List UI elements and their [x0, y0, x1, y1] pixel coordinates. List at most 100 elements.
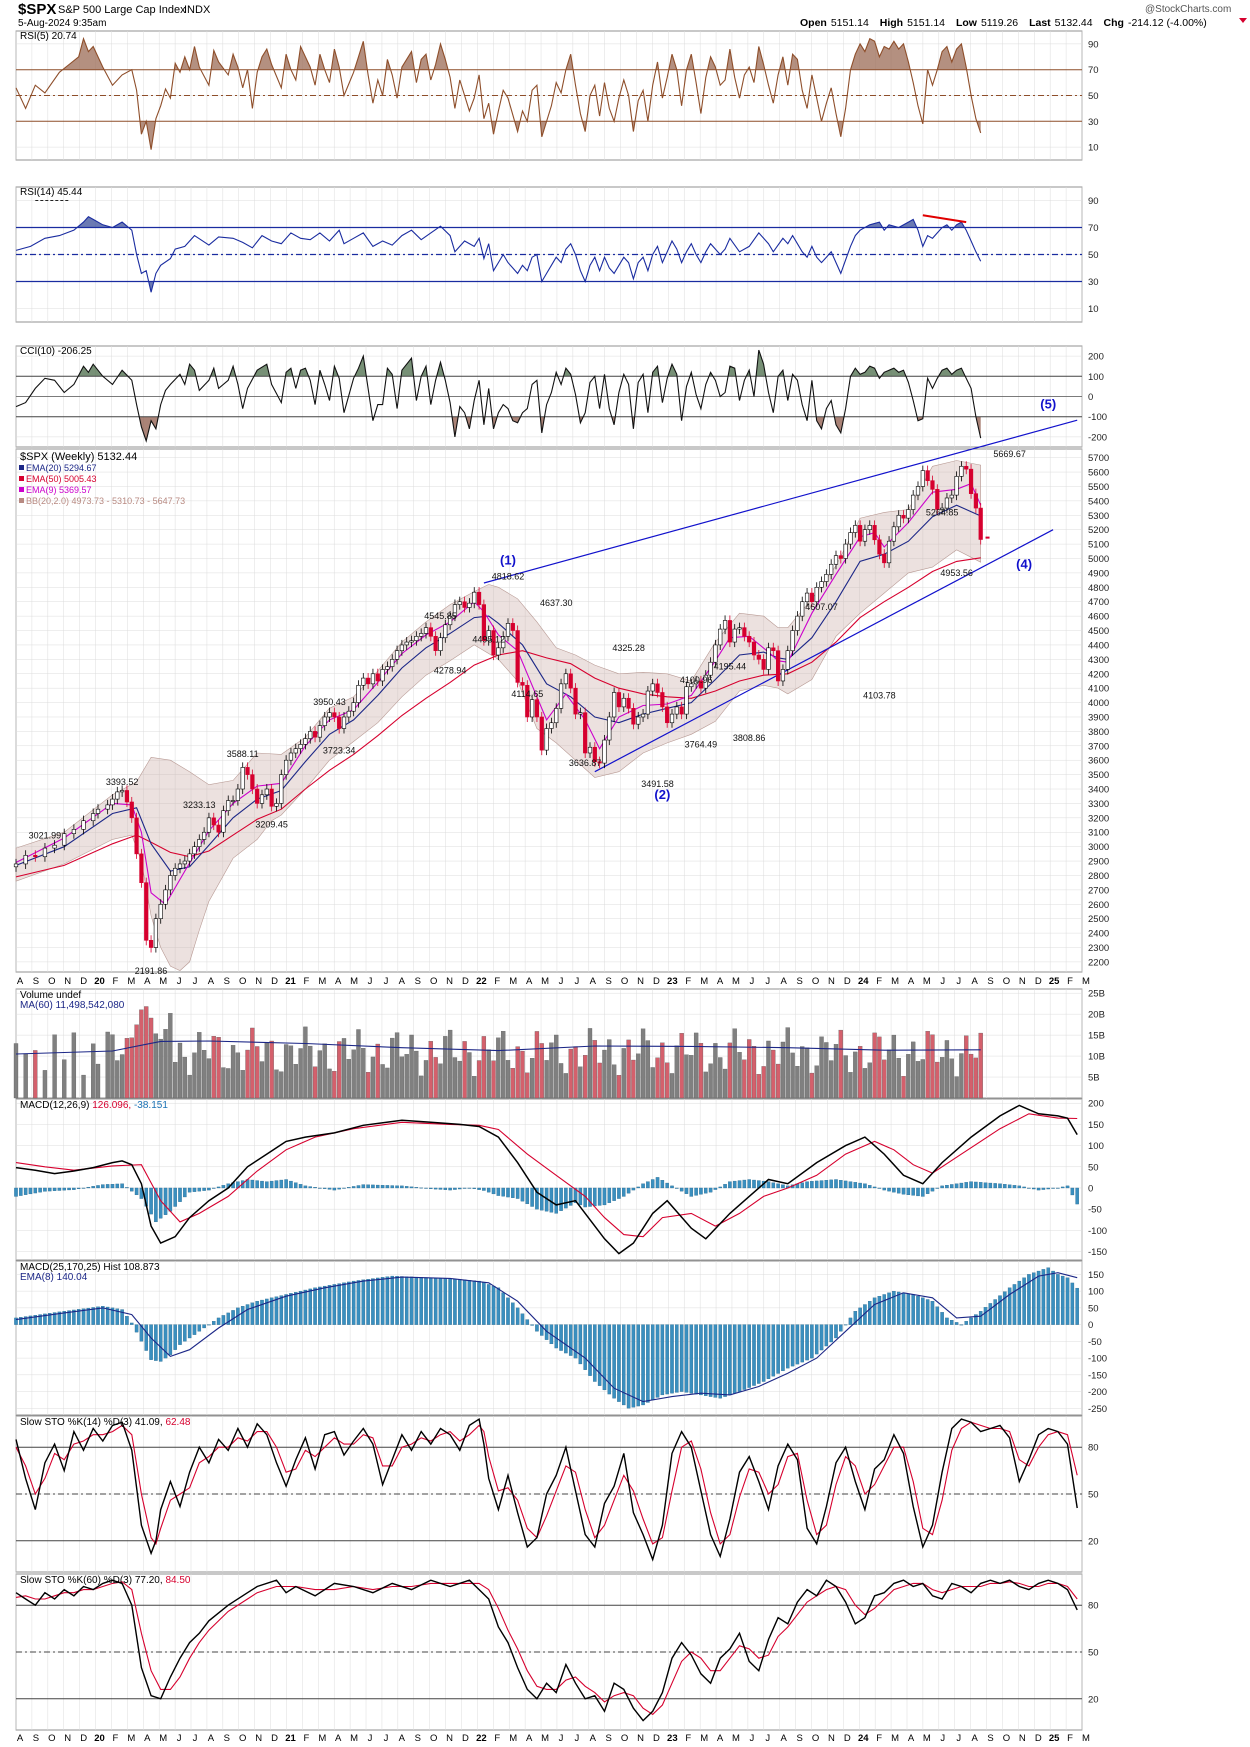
macd-long-hist-bar: [766, 1324, 771, 1379]
macd-long-hist-bar: [568, 1324, 573, 1356]
price-legend-item: EMA(50) 5005.43: [26, 474, 97, 484]
macd-long-hist-bar: [795, 1324, 800, 1365]
candle-body: [211, 817, 216, 826]
macd-hist-bar: [1056, 1187, 1060, 1189]
price-tick-label: 5200: [1088, 525, 1109, 536]
volume-bar: [602, 1049, 607, 1099]
index-name: S&P 500 Large Cap Index: [58, 4, 186, 16]
macd-hist-bar: [158, 1187, 163, 1219]
volume-bar: [110, 1034, 115, 1099]
candle-body: [949, 494, 954, 499]
month-label: N: [828, 1733, 835, 1744]
candle-body: [776, 650, 781, 682]
macd-hist-bar: [882, 1187, 886, 1191]
macd-hist-bar: [810, 1181, 814, 1189]
volume-bar: [708, 1063, 713, 1099]
candle-body: [838, 555, 843, 559]
macd-hist-bar: [486, 1187, 491, 1193]
month-label: 22: [476, 1733, 487, 1744]
macd-long-hist-bar: [91, 1307, 95, 1325]
macd-hist-bar: [453, 1187, 457, 1190]
month-label: D: [462, 1733, 469, 1744]
macd-long-hist-bar: [1041, 1269, 1046, 1325]
price-label: 3808.86: [733, 733, 766, 743]
macd-hist-bar: [289, 1180, 293, 1189]
candle-body: [62, 833, 67, 846]
month-label: F: [303, 976, 309, 987]
candle-body: [351, 702, 356, 712]
macd-hist-bar: [636, 1186, 640, 1189]
macd-long-tick-label: 150: [1088, 1270, 1104, 1281]
macd-long-hist-bar: [1012, 1284, 1017, 1325]
macd-hist-bar: [284, 1179, 288, 1189]
month-label: 20: [94, 1733, 105, 1744]
macd-legend-item: 126.096,: [92, 1100, 134, 1111]
macd-long-hist-bar: [708, 1324, 713, 1397]
volume-bar: [959, 1053, 964, 1099]
candle-body: [423, 627, 429, 634]
volume-bar: [457, 1060, 462, 1099]
candle-body: [573, 687, 578, 715]
wave-label: (5): [1040, 397, 1056, 412]
macd-hist-bar: [385, 1185, 390, 1189]
macd-long-hist-bar: [626, 1324, 631, 1409]
volume-tick-label: 25B: [1088, 989, 1105, 1000]
candle-body: [703, 674, 708, 689]
macd-hist-bar: [1060, 1186, 1065, 1189]
macd-hist-bar: [48, 1187, 52, 1192]
macd-hist-bar: [1075, 1187, 1079, 1205]
volume-bar: [978, 1032, 983, 1099]
macd-hist-bar: [535, 1187, 539, 1210]
macd-hist-bar: [154, 1187, 158, 1223]
macd-long-hist-bar: [819, 1324, 824, 1351]
volume-bar: [587, 1028, 593, 1099]
macd-long-hist-bar: [573, 1324, 578, 1359]
macd-hist-bar: [737, 1180, 742, 1189]
macd-legend: MACD(12,26,9) 126.096, -38.151: [20, 1100, 168, 1111]
month-label: O: [621, 976, 628, 987]
month-label: J: [765, 1733, 770, 1744]
ema20-line: [15, 504, 981, 872]
candle-body: [419, 633, 424, 637]
macd-tick-label: 100: [1088, 1141, 1104, 1152]
month-label: N: [446, 976, 453, 987]
macd-hist-bar: [130, 1187, 134, 1192]
candle-body: [390, 659, 395, 667]
month-label: A: [399, 1733, 406, 1744]
rsi5-tick-label: 50: [1088, 91, 1099, 102]
volume-bar: [645, 1040, 651, 1099]
rsi5-fill: [62, 38, 967, 70]
month-label: S: [987, 1733, 993, 1744]
price-tick-label: 4800: [1088, 583, 1109, 594]
candle-body: [457, 601, 462, 605]
month-label: N: [64, 1733, 71, 1744]
macd-long-hist-bar: [23, 1316, 28, 1325]
price-tick-label: 2900: [1088, 857, 1109, 868]
candle-body: [911, 494, 916, 510]
price-title: $SPX (Weekly) 5132.44: [20, 451, 137, 463]
volume-bar: [510, 1068, 515, 1099]
macd-long-hist-bar: [308, 1288, 312, 1325]
macd-long-hist-bar: [646, 1324, 650, 1403]
volume-bar: [23, 1053, 28, 1099]
macd-long-hist-bar: [752, 1324, 756, 1386]
volume-bar: [693, 1032, 699, 1099]
volume-bar: [964, 1035, 969, 1099]
macd-long-hist-bar: [660, 1324, 665, 1396]
volume-bar: [809, 1072, 815, 1099]
macd-long-hist-bar: [110, 1307, 115, 1325]
candle-body: [230, 800, 236, 802]
month-label: O: [430, 1733, 437, 1744]
candle-body: [428, 627, 433, 637]
month-label: O: [1003, 1733, 1010, 1744]
macd-long-hist-bar: [501, 1292, 505, 1325]
macd-hist-bar: [940, 1185, 944, 1189]
price-label: 4114.65: [511, 689, 543, 699]
macd-hist-bar: [646, 1181, 650, 1189]
candle-body: [636, 716, 641, 725]
volume-bar: [491, 1060, 496, 1099]
candle-body: [197, 839, 202, 847]
macd-long-hist-bar: [887, 1292, 891, 1325]
